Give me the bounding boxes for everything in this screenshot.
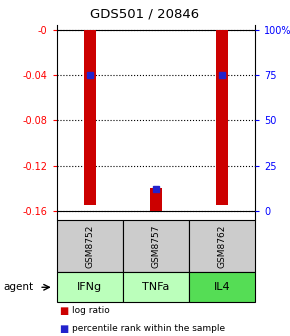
Text: ■: ■ bbox=[59, 324, 69, 334]
Text: GSM8752: GSM8752 bbox=[85, 224, 94, 268]
Bar bbox=[84, 30, 96, 205]
Text: GSM8757: GSM8757 bbox=[151, 224, 160, 268]
Text: IL4: IL4 bbox=[214, 282, 230, 292]
Text: ■: ■ bbox=[59, 306, 69, 316]
Text: log ratio: log ratio bbox=[72, 306, 110, 315]
Text: IFNg: IFNg bbox=[77, 282, 102, 292]
Text: percentile rank within the sample: percentile rank within the sample bbox=[72, 324, 226, 333]
Text: agent: agent bbox=[3, 282, 33, 292]
Bar bbox=[150, 188, 162, 211]
Bar bbox=[216, 30, 228, 205]
Text: GDS501 / 20846: GDS501 / 20846 bbox=[90, 8, 200, 20]
Text: TNFa: TNFa bbox=[142, 282, 170, 292]
Text: GSM8762: GSM8762 bbox=[218, 224, 226, 268]
